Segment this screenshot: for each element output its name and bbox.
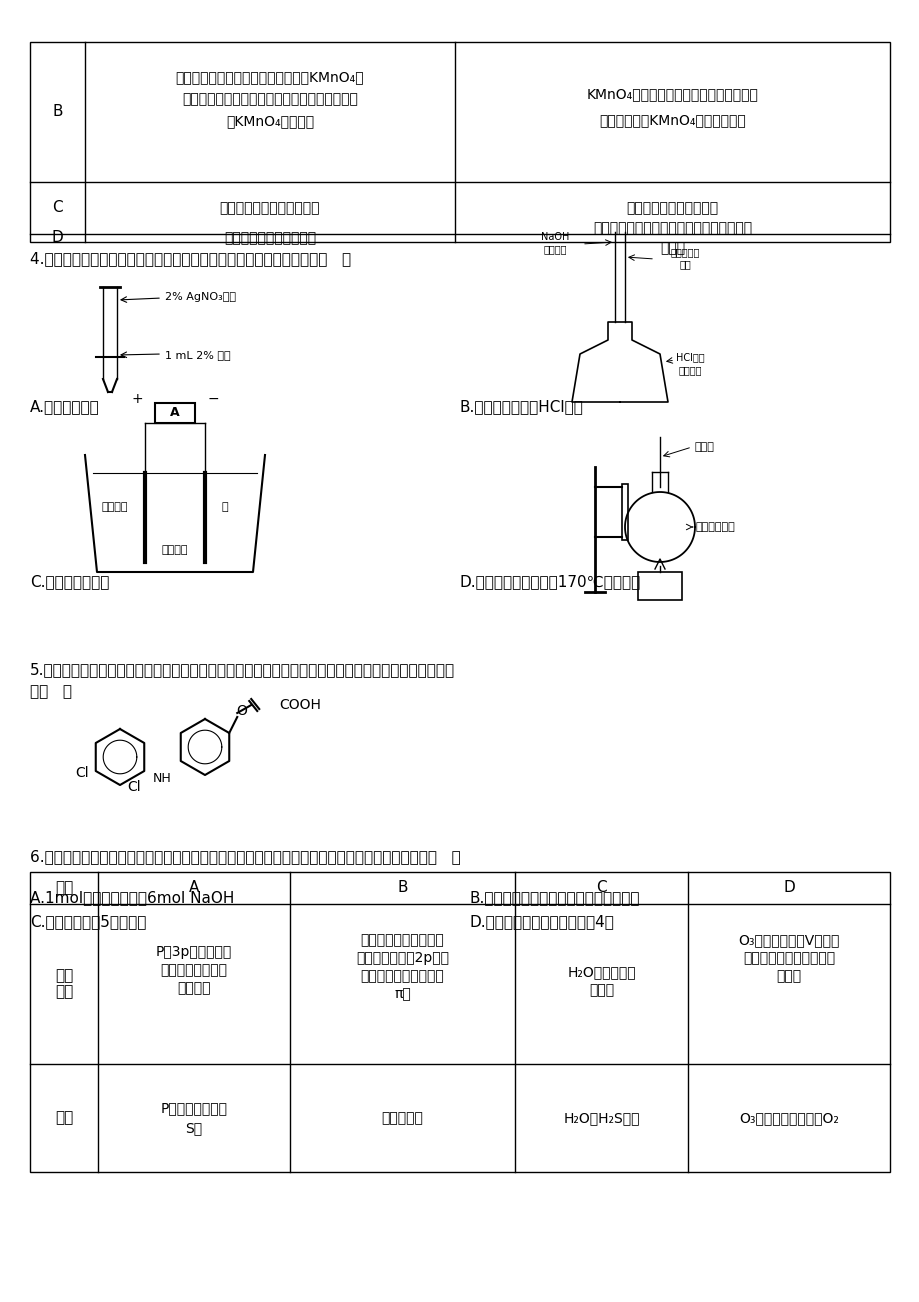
Text: HCl溶液: HCl溶液 <box>675 352 704 362</box>
Text: NH: NH <box>153 772 171 785</box>
Text: 液浸泡处理，再用新榨果汁提取液可使多余的酸: 液浸泡处理，再用新榨果汁提取液可使多余的酸 <box>182 92 357 105</box>
Text: −: − <box>207 392 219 406</box>
Text: H₂O中存在分子: H₂O中存在分子 <box>567 965 635 979</box>
Text: 石墨能导电: 石墨能导电 <box>381 1111 423 1125</box>
Text: 性质: 性质 <box>55 1111 73 1125</box>
Text: P的3p轨道电子排: P的3p轨道电子排 <box>155 945 232 960</box>
Text: 6.宏观辨识与微观探析是化学学科的核心素养之一。下列有关物质的微观结构和其性质不相符的是（   ）: 6.宏观辨识与微观探析是化学学科的核心素养之一。下列有关物质的微观结构和其性质不… <box>30 849 460 865</box>
Bar <box>30 42 889 242</box>
Text: A.制备银氨溶液: A.制备银氨溶液 <box>30 400 99 414</box>
Text: 1 mL 2% 氨水: 1 mL 2% 氨水 <box>165 350 231 359</box>
Text: 温度计: 温度计 <box>694 441 714 452</box>
Text: A: A <box>170 406 179 419</box>
Text: 聚四氟乙烯: 聚四氟乙烯 <box>670 247 699 256</box>
Text: KMnO₄具有强氧化性；果汁中含有还原性: KMnO₄具有强氧化性；果汁中含有还原性 <box>586 87 757 102</box>
Text: 4.化学实验是化学学科的重要组成部分，下列实验能达到预期目的的是（   ）: 4.化学实验是化学学科的重要组成部分，下列实验能达到预期目的的是（ ） <box>30 251 351 267</box>
Text: +: + <box>131 392 142 406</box>
Text: C: C <box>52 201 62 216</box>
Text: 溶性盐: 溶性盐 <box>659 241 685 255</box>
Text: D: D <box>782 880 794 896</box>
Text: 探究：用柠檬酸去除水垢: 探究：用柠檬酸去除水垢 <box>223 230 316 245</box>
Text: 间氢键: 间氢键 <box>588 983 613 997</box>
Text: A: A <box>188 880 199 896</box>
Text: 物质，能还原KMnO₄，使溶液褪色: 物质，能还原KMnO₄，使溶液褪色 <box>598 113 745 128</box>
Text: C: C <box>596 880 607 896</box>
Text: 兴趣：白色衣物发黄，可用少量酸性KMnO₄溶: 兴趣：白色衣物发黄，可用少量酸性KMnO₄溶 <box>176 70 364 85</box>
Text: （酚酞）: （酚酞） <box>677 365 701 375</box>
Text: 布是半充满状态，: 布是半充满状态， <box>160 963 227 976</box>
Text: Cl: Cl <box>74 766 88 780</box>
Text: 铁制镀件: 铁制镀件 <box>102 503 128 512</box>
Text: H₂O比H₂S稳定: H₂O比H₂S稳定 <box>562 1111 639 1125</box>
Text: 性KMnO₄溶液褪色: 性KMnO₄溶液褪色 <box>226 115 313 128</box>
Text: 子中正电中心与负电中心: 子中正电中心与负电中心 <box>743 950 834 965</box>
Text: 微观: 微观 <box>55 969 73 983</box>
Text: 柠檬酸酸性强于碳酸，与水垢反应后生成可: 柠檬酸酸性强于碳酸，与水垢反应后生成可 <box>592 221 751 234</box>
Text: 不重合: 不重合 <box>776 969 800 983</box>
Text: 选项: 选项 <box>55 880 73 896</box>
Bar <box>30 872 889 1172</box>
Text: 标准溶液: 标准溶液 <box>542 243 566 254</box>
Text: 铜: 铜 <box>221 503 228 512</box>
Text: NaOH: NaOH <box>540 232 569 242</box>
Text: 活塞: 活塞 <box>678 259 690 270</box>
Text: 比较稳定: 比较稳定 <box>177 980 210 995</box>
Text: B.该分子中所有原子可能处于同一平面上: B.该分子中所有原子可能处于同一平面上 <box>470 891 640 905</box>
Text: 碳酸氢钠溶液水解呈碱性: 碳酸氢钠溶液水解呈碱性 <box>626 201 718 215</box>
Text: 是（   ）: 是（ ） <box>30 685 72 699</box>
Bar <box>621 484 628 540</box>
Text: A.1mol该物质最多消耗6mol NaOH: A.1mol该物质最多消耗6mol NaOH <box>30 891 234 905</box>
Text: B.滴定未知浓度的HCl溶液: B.滴定未知浓度的HCl溶液 <box>460 400 584 414</box>
Text: 铜氨溶液: 铜氨溶液 <box>162 546 188 555</box>
Text: O₃的空间结构为V形，分: O₃的空间结构为V形，分 <box>738 934 839 947</box>
Text: π键: π键 <box>393 987 411 1001</box>
Text: 形成遍布整个层面的大: 形成遍布整个层面的大 <box>360 969 444 983</box>
Text: 乙醇、浓硫酸: 乙醇、浓硫酸 <box>695 522 734 533</box>
Text: 2% AgNO₃溶液: 2% AgNO₃溶液 <box>165 292 236 302</box>
Text: 5.醋氯芬酸是一种新型强效解热、镇痛、抗关节炎药物，醋氯芬酸的结构简式如图所示。下列说法正确的: 5.醋氯芬酸是一种新型强效解热、镇痛、抗关节炎药物，醋氯芬酸的结构简式如图所示。… <box>30 663 455 677</box>
Text: S大: S大 <box>186 1121 202 1135</box>
Text: D: D <box>51 230 63 246</box>
Text: Cl: Cl <box>127 780 141 794</box>
Text: C.该物质中含有5种官能团: C.该物质中含有5种官能团 <box>30 914 146 930</box>
Text: B: B <box>397 880 407 896</box>
Text: COOH: COOH <box>279 698 321 712</box>
Text: P的第一电离能比: P的第一电离能比 <box>160 1101 227 1115</box>
Text: O₃在水中的溶解度比O₂: O₃在水中的溶解度比O₂ <box>738 1111 838 1125</box>
Bar <box>637 572 681 600</box>
Text: 帮厨：用碳酸氢钠作膨松剂: 帮厨：用碳酸氢钠作膨松剂 <box>220 201 320 215</box>
Text: B: B <box>52 104 62 120</box>
Text: 结构: 结构 <box>55 984 73 1000</box>
Text: C.铁制镀件电镀铜: C.铁制镀件电镀铜 <box>30 574 109 590</box>
Text: 中未参与杂化的2p电子: 中未参与杂化的2p电子 <box>356 950 448 965</box>
Text: D.乙醇与浓硫酸共热到170℃制取乙烯: D.乙醇与浓硫酸共热到170℃制取乙烯 <box>460 574 641 590</box>
Bar <box>154 404 195 423</box>
Text: D.该物质苯环上的一溴代物有4种: D.该物质苯环上的一溴代物有4种 <box>470 914 614 930</box>
Text: 石墨的每一层的碳原子: 石墨的每一层的碳原子 <box>360 934 444 947</box>
Text: O: O <box>235 704 246 717</box>
